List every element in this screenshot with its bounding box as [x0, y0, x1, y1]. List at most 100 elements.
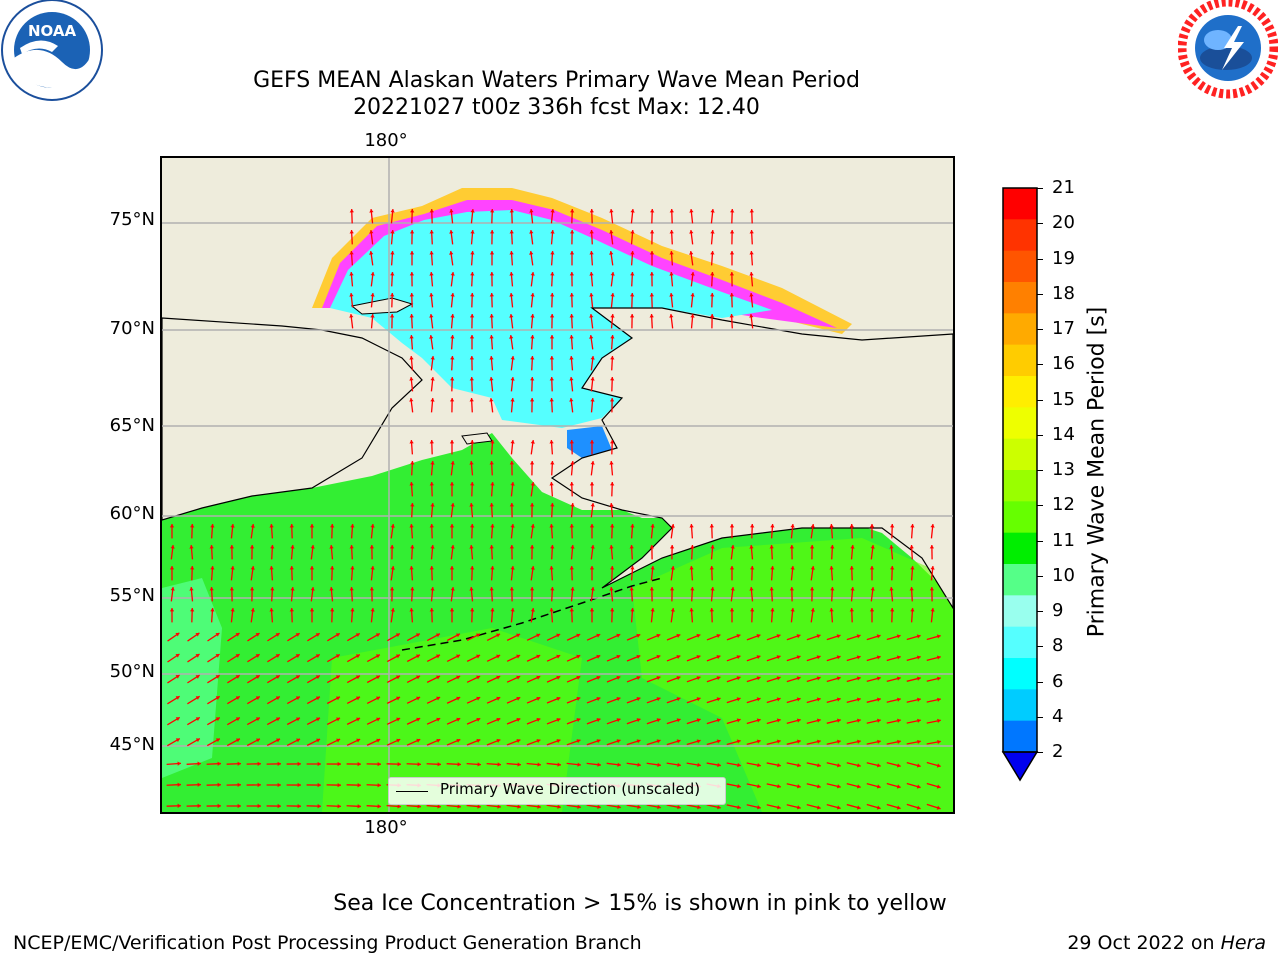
wave-arrow: [167, 632, 180, 642]
wave-arrow: [530, 439, 535, 455]
lat-label-70: 70°N: [109, 318, 155, 339]
wave-arrow: [349, 544, 354, 560]
wave-arrow: [466, 675, 481, 683]
wave-arrow: [866, 762, 881, 768]
wave-arrow: [666, 676, 681, 683]
wave-arrow: [606, 739, 621, 746]
wave-arrow: [530, 292, 535, 308]
wave-arrow: [886, 697, 901, 703]
wave-arrow: [590, 544, 595, 560]
wave-arrow: [926, 782, 941, 789]
colorbar-tick-label: 15: [1052, 388, 1075, 410]
wave-arrow: [710, 208, 715, 224]
wave-arrow: [489, 502, 494, 518]
wave-arrow: [766, 655, 781, 662]
wave-arrow: [850, 586, 855, 602]
colorbar-tick-mark: [1037, 399, 1043, 401]
wave-arrow: [849, 607, 854, 623]
wave-arrow: [406, 696, 421, 704]
wave-arrow: [166, 803, 182, 808]
wave-arrow: [469, 586, 474, 602]
wave-arrow: [169, 524, 175, 539]
wave-arrow: [366, 654, 381, 663]
wave-arrow: [630, 271, 635, 287]
wave-arrow: [466, 717, 481, 725]
wave-arrow: [589, 566, 595, 581]
wave-arrow: [187, 695, 201, 705]
wave-arrow: [486, 717, 501, 725]
wave-arrow: [910, 565, 915, 581]
lat-label-75: 75°N: [109, 209, 155, 230]
wave-arrow: [509, 544, 515, 560]
wave-arrow: [289, 565, 294, 581]
wave-arrow: [369, 250, 374, 266]
wave-arrow: [206, 803, 222, 809]
wave-arrow: [626, 654, 641, 662]
wave-arrow: [470, 607, 475, 623]
wave-arrow: [230, 607, 235, 623]
wave-arrow: [366, 696, 381, 705]
wave-arrow: [626, 697, 641, 704]
wave-arrow: [586, 804, 601, 809]
colorbar-tick-mark: [1037, 223, 1043, 225]
wave-arrow: [350, 565, 355, 581]
wave-arrow: [210, 523, 215, 539]
wave-arrow: [170, 586, 175, 602]
wave-arrow: [546, 654, 561, 662]
wave-arrow: [326, 717, 341, 726]
wave-arrow: [846, 634, 861, 641]
wave-arrow: [310, 586, 315, 602]
wave-arrow: [570, 544, 575, 560]
wave-arrow: [566, 675, 581, 683]
wave-arrow: [589, 292, 594, 308]
wave-arrow: [846, 803, 861, 810]
wave-arrow: [926, 761, 941, 768]
wave-arrow: [287, 653, 301, 663]
legend-label: Primary Wave Direction (unscaled): [440, 780, 701, 798]
wave-arrow: [187, 674, 200, 684]
wave-arrow: [786, 697, 801, 704]
wave-arrow: [346, 783, 362, 788]
wave-arrow: [630, 208, 635, 224]
wave-arrow: [589, 334, 594, 350]
wave-arrow: [510, 439, 515, 455]
wave-arrow: [446, 804, 462, 809]
wave-arrow: [526, 762, 542, 767]
wave-arrow: [526, 696, 541, 704]
colorbar-tick-mark: [1037, 646, 1043, 648]
wave-arrow: [589, 313, 594, 329]
wave-arrow: [469, 313, 475, 329]
wave-arrow: [769, 586, 774, 602]
wave-arrow: [686, 633, 701, 641]
wave-arrow: [346, 717, 361, 725]
wave-arrow: [886, 634, 901, 641]
wave-arrow: [690, 586, 695, 602]
colorbar-segment: [1003, 188, 1037, 220]
wave-arrow: [429, 292, 434, 308]
wave-arrow: [746, 634, 761, 641]
wave-arrow: [429, 523, 434, 539]
wave-arrow: [746, 655, 761, 662]
wave-arrow: [470, 439, 475, 455]
wave-arrow: [649, 292, 654, 308]
wave-arrow: [766, 676, 781, 683]
wave-arrow: [649, 229, 655, 245]
wave-arrow: [246, 717, 261, 726]
wave-arrow: [449, 608, 455, 623]
wave-arrow: [449, 482, 455, 497]
wave-arrow: [429, 334, 434, 350]
wave-arrow: [586, 654, 601, 662]
wave-arrow: [746, 804, 761, 810]
wave-arrow: [866, 676, 881, 683]
wave-arrow: [589, 271, 594, 287]
wave-arrow: [390, 607, 395, 623]
wave-arrow: [429, 313, 434, 329]
wave-arrow: [510, 397, 515, 413]
wave-arrow: [686, 718, 701, 725]
wave-arrow: [490, 208, 495, 224]
wave-arrow: [530, 376, 535, 392]
wave-arrow: [286, 782, 302, 788]
wave-arrow: [790, 607, 795, 623]
wave-arrow: [250, 607, 255, 623]
wave-arrow: [449, 250, 454, 266]
